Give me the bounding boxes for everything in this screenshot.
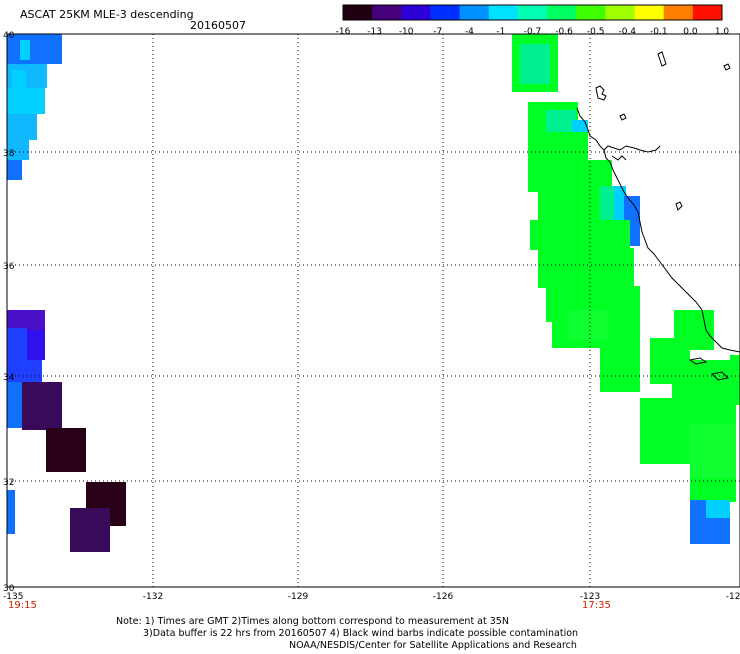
- colorbar-swatch: [343, 5, 373, 20]
- note-line-1: Note: 1) Times are GMT 2)Times along bot…: [116, 616, 509, 627]
- start-time-label: 19:15: [8, 600, 37, 611]
- latitude-label: 36: [3, 262, 15, 272]
- end-time-label: 17:35: [582, 600, 611, 611]
- wind-cell: [7, 140, 29, 160]
- wind-cell: [7, 490, 15, 534]
- latitude-label: 30: [3, 584, 15, 594]
- colorbar-swatch: [430, 5, 461, 20]
- colorbar-tick-label: -1: [496, 27, 505, 37]
- note-line-3: NOAA/NESDIS/Center for Satellite Applica…: [289, 640, 577, 651]
- colorbar-tick-label: -0.1: [650, 27, 668, 37]
- wind-cell: [690, 424, 736, 480]
- wind-cell: [70, 508, 110, 552]
- graticule: [7, 34, 740, 587]
- inland-lake-2: [657, 51, 667, 67]
- colorbar-swatch: [634, 5, 665, 20]
- colorbar-tick-label: -13: [367, 27, 382, 37]
- wind-cell: [7, 114, 37, 140]
- sf-bay: [603, 145, 661, 161]
- longitude-label: -126: [433, 592, 454, 602]
- wind-cell: [20, 40, 30, 60]
- wind-cell: [7, 310, 45, 330]
- colorbar-swatch: [576, 5, 606, 20]
- colorbar-swatch: [488, 5, 519, 20]
- colorbar-tick-label: -0.7: [524, 27, 542, 37]
- wind-cell: [7, 328, 27, 368]
- latitude-label: 40: [3, 31, 15, 41]
- colorbar-tick-label: -0.5: [587, 27, 605, 37]
- inland-lake-4: [675, 201, 683, 211]
- colorbar-tick-label: 1.0: [715, 27, 730, 37]
- inland-lake-3: [619, 113, 627, 121]
- colorbar-border: [342, 4, 723, 21]
- wind-cell: [672, 360, 736, 400]
- longitude-label: -120: [726, 592, 740, 602]
- wind-cell: [46, 428, 86, 472]
- wind-cell: [520, 44, 550, 84]
- wind-cell: [7, 88, 45, 114]
- longitude-label: -132: [143, 592, 163, 602]
- axis-tick-labels: 40 38 36 34 32 30-135 -132 -129 -126 -123 -120: [3, 31, 740, 602]
- wind-cell: [690, 478, 736, 502]
- colorbar-tick-label: -0.4: [618, 27, 636, 37]
- longitude-label: -129: [288, 592, 309, 602]
- wind-cell: [22, 382, 62, 430]
- wind-cell: [7, 382, 22, 428]
- map-title: ASCAT 25KM MLE-3 descending: [20, 8, 194, 21]
- colorbar-tick-label: -10: [399, 27, 414, 37]
- latitude-label: 34: [3, 373, 15, 383]
- wind-cell: [7, 160, 22, 180]
- wind-cell: [706, 500, 730, 518]
- inland-lake-1: [595, 85, 607, 101]
- coastline: [576, 51, 740, 381]
- wind-cell: [12, 70, 26, 88]
- wind-cell: [600, 346, 640, 392]
- channel-island-2: [710, 371, 730, 381]
- colorbar-tick-label: -0.6: [555, 27, 573, 37]
- map-frame: [6, 33, 740, 588]
- colorbar-swatch: [517, 5, 548, 20]
- latitude-label: 38: [3, 149, 15, 159]
- longitude-label: -123: [580, 592, 600, 602]
- colorbar-swatch: [663, 5, 694, 20]
- swath-cells: [7, 34, 740, 552]
- colorbar-swatch: [401, 5, 431, 20]
- colorbar-tick-label: -4: [465, 27, 474, 37]
- colorbar-swatch: [547, 5, 577, 20]
- wind-cell: [538, 160, 612, 220]
- inland-lake-5: [723, 63, 731, 71]
- wind-cell: [538, 248, 634, 288]
- wind-cell: [674, 310, 714, 350]
- california-coastline: [576, 107, 740, 353]
- colorbar-swatch: [692, 5, 723, 20]
- wind-cell: [7, 34, 62, 64]
- colorbar-tick-label: -16: [336, 27, 351, 37]
- wind-cell: [568, 310, 608, 340]
- colorbar-tick-label: -7: [433, 27, 442, 37]
- note-line-2: 3)Data buffer is 22 hrs from 20160507 4)…: [143, 628, 579, 639]
- wind-cell: [530, 220, 630, 250]
- channel-island-1: [688, 357, 708, 365]
- colorbar: -16 -13 -10 -7 -4 -1 -0.7 -0.6 -0.5 -0.4 -0.1 0.0 1.…: [336, 4, 730, 37]
- longitude-label: -135: [3, 592, 23, 602]
- colorbar-swatch: [605, 5, 636, 20]
- colorbar-swatch: [372, 5, 402, 20]
- wind-cell: [730, 355, 740, 405]
- map-date: 20160507: [190, 19, 246, 32]
- latitude-label: 32: [3, 478, 14, 488]
- colorbar-tick-label: 0.0: [683, 27, 698, 37]
- colorbar-swatch: [459, 5, 490, 20]
